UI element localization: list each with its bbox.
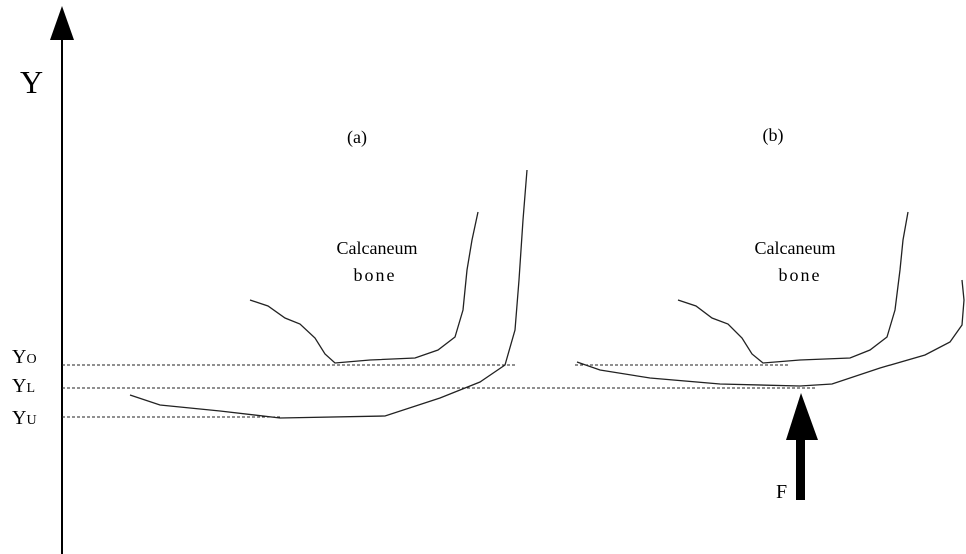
level-main: Y <box>12 346 26 368</box>
force-arrow-head <box>786 393 818 440</box>
y-axis-arrow <box>50 6 74 40</box>
force-arrow-shaft <box>796 432 805 500</box>
level-label: YL <box>12 375 35 397</box>
skin-outline <box>577 280 964 386</box>
level-sub: O <box>26 352 36 367</box>
level-main: Y <box>12 375 26 397</box>
force-label: F <box>776 481 787 503</box>
bone-outline <box>678 212 908 363</box>
skin-outline <box>130 170 527 418</box>
panel-label: (b) <box>763 125 784 146</box>
panel-label: (a) <box>347 127 367 148</box>
bone-outline <box>250 212 478 363</box>
level-label: YO <box>12 346 37 368</box>
level-sub: U <box>26 413 36 428</box>
bone-label: bone <box>354 265 397 285</box>
diagram: Y YO YL YU (a) Calcaneum bone (b) Calcan… <box>0 0 966 554</box>
bone-label: Calcaneum <box>337 238 418 258</box>
level-label: YU <box>12 407 37 429</box>
bone-label: bone <box>779 265 822 285</box>
axis-label: Y <box>20 64 43 100</box>
level-main: Y <box>12 407 26 429</box>
level-sub: L <box>26 381 35 396</box>
bone-label: Calcaneum <box>755 238 836 258</box>
